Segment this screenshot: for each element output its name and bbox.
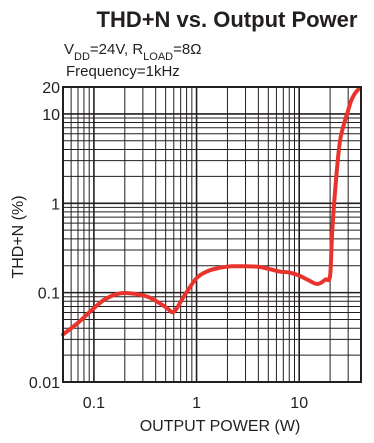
y-axis-label: THD+N (%) [10, 195, 27, 278]
y-tick-label: 0.1 [38, 286, 60, 303]
y-tick-label: 1 [51, 196, 60, 213]
y-tick-label: 10 [42, 107, 60, 124]
supply-load-condition: VDD=24V, RLOAD=8Ω [64, 41, 201, 63]
y-tick-label: 0.01 [29, 375, 60, 392]
x-axis-label: OUTPUT POWER (W) [140, 418, 301, 435]
data-series [61, 87, 361, 337]
x-tick-label: 0.1 [83, 395, 105, 412]
plot-frame [62, 86, 362, 383]
x-tick-labels: 0.1 1 10 [83, 395, 308, 412]
y-tick-label: 20 [42, 80, 60, 97]
x-tick-label: 1 [192, 395, 201, 412]
plot-grid [62, 86, 362, 383]
series-line [61, 87, 361, 337]
x-tick-label: 10 [290, 395, 308, 412]
frequency-condition: Frequency=1kHz [66, 63, 180, 80]
y-tick-labels: 0.01 0.1 1 10 20 [29, 80, 60, 392]
chart-title: THD+N vs. Output Power [97, 7, 358, 32]
